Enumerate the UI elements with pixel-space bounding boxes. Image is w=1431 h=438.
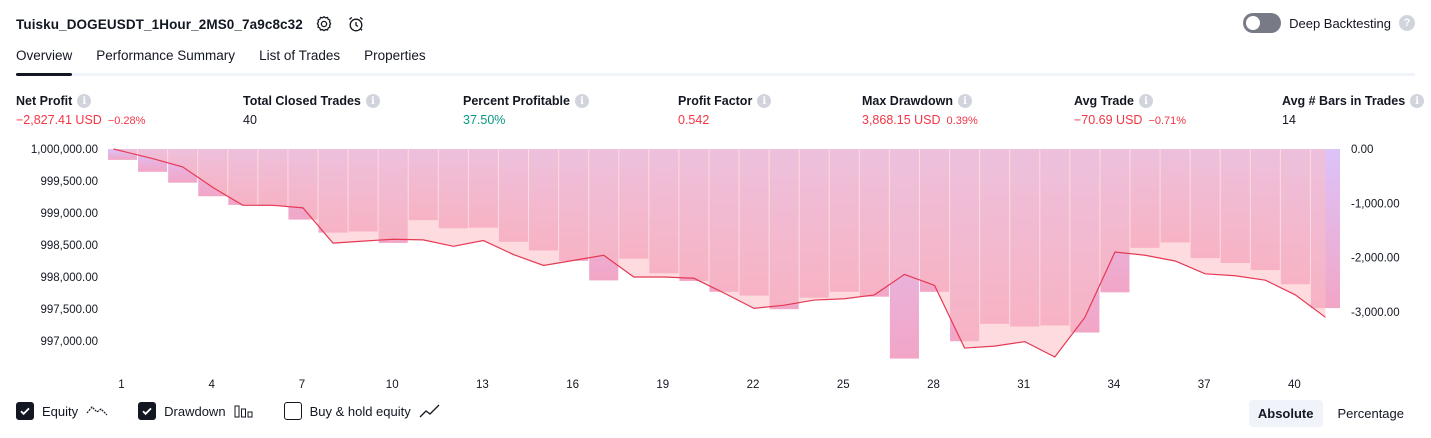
metric-label: Total Closed Trades <box>243 94 361 108</box>
metric-value: 14 <box>1282 113 1296 127</box>
strategy-title: Tuisku_DOGEUSDT_1Hour_2MS0_7a9c8c32 <box>16 16 303 32</box>
right-axis-tick: -1,000.00 <box>1351 198 1400 210</box>
right-axis-tick: -3,000.00 <box>1351 307 1400 319</box>
info-icon[interactable]: i <box>365 94 380 108</box>
x-axis-tick: 37 <box>1198 379 1211 391</box>
metrics-row: Net Profit i −2,827.41 USD −0.28% Total Cl… <box>16 94 1425 130</box>
equity-line-icon <box>86 403 108 419</box>
legend-label: Drawdown <box>164 403 226 419</box>
equity-drawdown-chart[interactable]: 1,000,000.00 999,500.00 999,000.00 998,500.… <box>0 138 1431 394</box>
metric-value: 37.50% <box>463 113 506 127</box>
x-axis-tick: 7 <box>299 379 305 391</box>
checkbox-buy-hold-equity[interactable] <box>283 402 302 420</box>
metric-percent: −0.71% <box>1148 115 1187 127</box>
legend-drawdown[interactable]: Drawdown <box>138 402 253 420</box>
x-axis-tick: 13 <box>476 379 489 391</box>
left-axis-tick: 999,000.00 <box>40 208 98 220</box>
metric-label: Net Profit <box>16 94 73 108</box>
toggle-knob <box>1246 16 1261 30</box>
metric-label: Avg # Bars in Trades <box>1282 94 1406 108</box>
drawdown-bar <box>108 149 138 160</box>
x-axis-tick: 10 <box>386 379 399 391</box>
report-tabs: Overview Performance Summary List of Tra… <box>16 46 1415 76</box>
metric-percent: 0.39% <box>946 115 978 127</box>
deep-backtesting-label: Deep Backtesting <box>1289 15 1391 31</box>
buy-hold-line-icon <box>419 403 441 419</box>
x-axis-tick: 4 <box>208 379 215 391</box>
metric-avg-trade: Avg Trade i −70.69 USD −0.71% <box>1074 94 1186 127</box>
tab-properties[interactable]: Properties <box>364 48 426 63</box>
x-axis-tick: 40 <box>1288 379 1301 391</box>
metric-percent: −0.28% <box>107 115 146 127</box>
x-axis-tick: 22 <box>747 379 760 391</box>
chart-legend: Equity Drawdown Buy & hold equity <box>16 402 441 420</box>
legend-buy-hold-equity[interactable]: Buy & hold equity <box>283 402 441 420</box>
alarm-clock-icon[interactable] <box>345 13 367 35</box>
info-icon[interactable]: i <box>574 94 589 108</box>
value-mode-switch: Absolute Percentage <box>1248 400 1413 427</box>
metric-net-profit: Net Profit i −2,827.41 USD −0.28% <box>16 94 145 127</box>
right-axis-tick: -2,000.00 <box>1351 253 1400 265</box>
x-axis-tick: 25 <box>837 379 850 391</box>
info-icon[interactable]: i <box>757 94 772 108</box>
metric-avg-bars-in-trades: Avg # Bars in Trades i 14 <box>1282 94 1425 127</box>
gear-icon[interactable] <box>313 13 335 35</box>
metric-label: Profit Factor <box>678 94 753 108</box>
info-icon[interactable]: i <box>958 94 972 108</box>
left-axis-tick: 998,000.00 <box>40 272 98 284</box>
x-axis-tick: 28 <box>927 379 940 391</box>
metric-total-closed-trades: Total Closed Trades i 40 <box>243 94 380 127</box>
x-axis-tick: 1 <box>118 379 124 391</box>
metric-profit-factor: Profit Factor i 0.542 <box>678 94 772 127</box>
metric-value: 40 <box>243 113 257 127</box>
question-icon[interactable]: ? <box>1399 15 1415 31</box>
equity-area <box>113 149 1326 357</box>
legend-equity[interactable]: Equity <box>16 402 108 420</box>
tab-overview[interactable]: Overview <box>16 46 73 76</box>
x-axis-tick: 34 <box>1108 379 1121 391</box>
deep-backtesting-control: Deep Backtesting ? <box>1243 13 1415 33</box>
checkbox-equity[interactable] <box>16 402 34 420</box>
left-axis-tick: 997,500.00 <box>40 304 98 316</box>
drawdown-bars-icon <box>234 403 254 419</box>
left-axis-tick: 998,500.00 <box>40 240 98 252</box>
checkbox-drawdown[interactable] <box>138 402 157 420</box>
equity-line <box>113 148 1326 358</box>
report-header: Tuisku_DOGEUSDT_1Hour_2MS0_7a9c8c32 <box>16 12 367 36</box>
metric-label: Max Drawdown <box>862 94 953 108</box>
legend-label: Equity <box>42 403 79 419</box>
left-axis-tick: 999,500.00 <box>40 176 98 188</box>
right-axis-tick: 0.00 <box>1351 144 1373 156</box>
metric-value: −2,827.41 USD <box>16 113 102 127</box>
metric-value: 3,868.15 USD <box>862 113 941 127</box>
metric-value: −70.69 USD <box>1074 113 1143 127</box>
info-icon[interactable]: i <box>77 94 92 108</box>
mode-absolute-button[interactable]: Absolute <box>1248 400 1323 427</box>
mode-percentage-button[interactable]: Percentage <box>1337 406 1405 421</box>
deep-backtesting-toggle[interactable] <box>1243 13 1282 33</box>
metric-value: 0.542 <box>678 113 710 127</box>
x-axis-tick: 16 <box>566 379 579 391</box>
left-axis-tick: 1,000,000.00 <box>31 144 98 156</box>
x-axis-tick: 31 <box>1017 379 1030 391</box>
tab-performance-summary[interactable]: Performance Summary <box>96 48 236 63</box>
info-icon[interactable]: i <box>1410 94 1425 108</box>
metric-max-drawdown: Max Drawdown i 3,868.15 USD 0.39% <box>862 94 978 127</box>
x-axis-tick: 19 <box>656 379 669 391</box>
tab-list-of-trades[interactable]: List of Trades <box>259 48 341 63</box>
left-axis-tick: 997,000.00 <box>40 336 98 348</box>
legend-label: Buy & hold equity <box>309 403 411 419</box>
metric-percent-profitable: Percent Profitable i 37.50% <box>463 94 589 127</box>
metric-label: Percent Profitable <box>463 94 570 108</box>
metric-label: Avg Trade <box>1074 94 1134 108</box>
info-icon[interactable]: i <box>1138 94 1153 108</box>
